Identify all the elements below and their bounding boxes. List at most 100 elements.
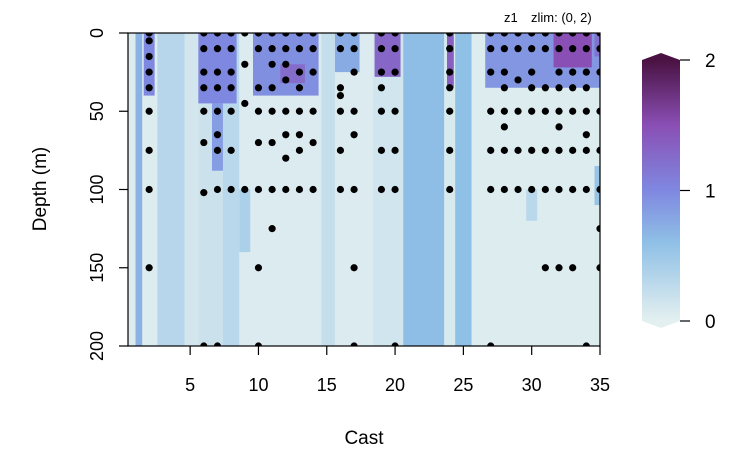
sample-point xyxy=(569,45,577,53)
sample-point xyxy=(350,264,358,272)
sample-point xyxy=(213,45,222,53)
colorbar: 0 1 2 xyxy=(642,51,716,333)
sample-point xyxy=(227,185,235,194)
field-column xyxy=(184,33,199,346)
sample-point xyxy=(446,33,454,37)
field-patch xyxy=(594,33,600,57)
sample-point xyxy=(596,68,600,76)
sample-point xyxy=(254,342,263,346)
sample-point xyxy=(282,45,290,53)
y-tick-label: 50 xyxy=(87,101,107,121)
sample-point xyxy=(241,33,249,37)
sample-point xyxy=(227,45,235,53)
sample-point xyxy=(500,84,508,92)
sample-point xyxy=(336,84,345,92)
sample-point xyxy=(582,84,590,92)
sample-point xyxy=(145,264,153,272)
sample-point xyxy=(555,84,563,92)
field-column xyxy=(321,33,335,346)
sample-point xyxy=(596,33,600,37)
sample-point xyxy=(391,342,399,346)
sample-point xyxy=(446,68,454,76)
field-column xyxy=(157,33,185,346)
sample-point xyxy=(487,68,495,76)
sample-point xyxy=(569,68,577,76)
sample-point xyxy=(582,185,590,194)
sample-point xyxy=(582,68,590,76)
sample-point xyxy=(268,33,276,37)
sample-point xyxy=(282,76,290,84)
sample-point xyxy=(541,84,549,92)
sample-point xyxy=(295,84,304,92)
sample-point xyxy=(596,107,600,115)
sample-point xyxy=(295,107,304,115)
sample-point xyxy=(350,131,358,139)
sample-point xyxy=(582,107,590,115)
y-axis-title: Depth (m) xyxy=(30,147,51,231)
sample-point xyxy=(500,107,508,115)
sample-point xyxy=(555,45,563,53)
sample-point xyxy=(582,131,590,139)
sample-point xyxy=(391,45,399,53)
x-tick-label: 25 xyxy=(453,375,473,395)
sample-point xyxy=(254,33,263,37)
sample-point xyxy=(309,33,317,37)
colorbar-top-cap xyxy=(642,53,680,60)
field-patch xyxy=(198,33,237,104)
sample-point xyxy=(227,84,235,92)
sample-point xyxy=(528,146,536,154)
sample-point xyxy=(528,68,536,76)
sample-point xyxy=(254,185,263,194)
sample-point xyxy=(200,342,208,346)
sample-point xyxy=(350,33,358,37)
sample-point xyxy=(500,45,508,53)
sample-point xyxy=(487,107,495,115)
sample-point xyxy=(336,92,345,100)
sample-point xyxy=(336,146,345,154)
sample-point xyxy=(487,146,495,154)
x-tick-label: 10 xyxy=(248,375,268,395)
sample-point xyxy=(213,68,222,76)
y-tick-label: 200 xyxy=(87,331,107,361)
sample-point xyxy=(446,107,454,115)
sample-point xyxy=(555,264,563,272)
sample-point xyxy=(145,84,153,92)
sample-point xyxy=(200,138,208,147)
field-column xyxy=(455,33,472,346)
sample-point xyxy=(446,84,454,92)
sample-point xyxy=(254,107,263,115)
sample-point xyxy=(514,146,522,154)
sample-point xyxy=(541,185,549,194)
sample-point xyxy=(200,107,208,115)
x-tick-label: 30 xyxy=(522,375,542,395)
sample-point xyxy=(596,264,600,272)
sample-point xyxy=(514,33,522,37)
sample-point xyxy=(350,107,358,115)
sample-point xyxy=(309,185,317,194)
sample-point xyxy=(282,60,290,68)
sample-point xyxy=(282,107,290,115)
y-tick-label: 150 xyxy=(87,253,107,283)
sample-point xyxy=(377,107,386,115)
sample-point xyxy=(295,33,304,37)
y-axis: 0 50 100 150 200 xyxy=(87,28,128,361)
field-patch xyxy=(143,33,155,96)
sample-point xyxy=(227,146,235,154)
sample-point xyxy=(391,185,399,194)
sample-point xyxy=(555,185,563,194)
sample-point xyxy=(569,107,577,115)
sample-point xyxy=(213,342,222,346)
sample-point xyxy=(227,68,235,76)
header-label: z1 xyxy=(504,10,518,25)
sample-point xyxy=(555,107,563,115)
sample-point xyxy=(295,68,304,76)
sample-point xyxy=(500,185,508,194)
sample-point xyxy=(514,107,522,115)
sample-point xyxy=(282,33,290,37)
sample-point xyxy=(282,131,290,139)
sample-point xyxy=(213,185,222,194)
sample-point xyxy=(528,33,536,37)
sample-point xyxy=(596,45,600,53)
sample-point xyxy=(200,84,208,92)
